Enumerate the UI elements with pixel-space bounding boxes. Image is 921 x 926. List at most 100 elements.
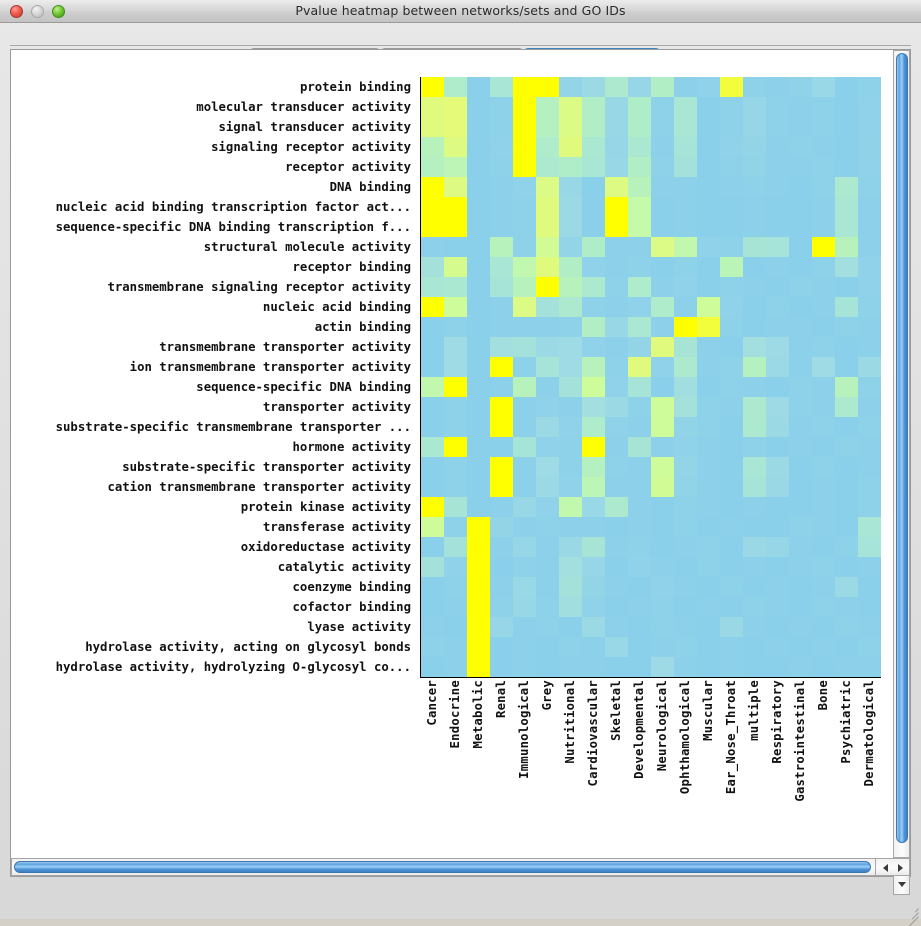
heatmap-cell[interactable] (651, 257, 674, 277)
heatmap-cell[interactable] (651, 177, 674, 197)
heatmap-cell[interactable] (835, 577, 858, 597)
heatmap-cell[interactable] (444, 317, 467, 337)
heatmap-cell[interactable] (651, 617, 674, 637)
heatmap-cell[interactable] (490, 497, 513, 517)
heatmap-cell[interactable] (766, 397, 789, 417)
heatmap-cell[interactable] (605, 97, 628, 117)
heatmap-cell[interactable] (536, 417, 559, 437)
heatmap-cell[interactable] (421, 557, 444, 577)
heatmap-cell[interactable] (536, 177, 559, 197)
heatmap-cell[interactable] (582, 617, 605, 637)
heatmap-cell[interactable] (628, 397, 651, 417)
heatmap-cell[interactable] (536, 257, 559, 277)
heatmap-cell[interactable] (674, 197, 697, 217)
heatmap-cell[interactable] (651, 237, 674, 257)
heatmap-cell[interactable] (513, 237, 536, 257)
heatmap-cell[interactable] (467, 617, 490, 637)
heatmap-cell[interactable] (444, 277, 467, 297)
heatmap-cell[interactable] (674, 297, 697, 317)
heatmap-cell[interactable] (421, 537, 444, 557)
heatmap-cell[interactable] (766, 577, 789, 597)
heatmap-cell[interactable] (490, 137, 513, 157)
heatmap-cell[interactable] (674, 317, 697, 337)
heatmap-cell[interactable] (697, 357, 720, 377)
heatmap-cell[interactable] (812, 577, 835, 597)
heatmap-cell[interactable] (812, 517, 835, 537)
heatmap-cell[interactable] (628, 657, 651, 677)
heatmap-cell[interactable] (490, 317, 513, 337)
heatmap-cell[interactable] (720, 217, 743, 237)
heatmap-cell[interactable] (720, 477, 743, 497)
heatmap-cell[interactable] (444, 237, 467, 257)
heatmap-cell[interactable] (628, 617, 651, 637)
heatmap-cell[interactable] (835, 317, 858, 337)
heatmap-cell[interactable] (444, 157, 467, 177)
heatmap-cell[interactable] (444, 437, 467, 457)
heatmap-cell[interactable] (835, 477, 858, 497)
heatmap-cell[interactable] (559, 617, 582, 637)
heatmap-cell[interactable] (812, 237, 835, 257)
heatmap-cell[interactable] (444, 197, 467, 217)
heatmap-cell[interactable] (559, 137, 582, 157)
heatmap-cell[interactable] (835, 657, 858, 677)
heatmap-cell[interactable] (743, 417, 766, 437)
heatmap-cell[interactable] (513, 197, 536, 217)
heatmap-cell[interactable] (789, 317, 812, 337)
heatmap-cell[interactable] (835, 157, 858, 177)
heatmap-cell[interactable] (421, 417, 444, 437)
heatmap-cell[interactable] (513, 397, 536, 417)
heatmap-cell[interactable] (536, 357, 559, 377)
heatmap-cell[interactable] (582, 397, 605, 417)
heatmap-cell[interactable] (628, 117, 651, 137)
heatmap-cell[interactable] (444, 77, 467, 97)
heatmap-cell[interactable] (559, 77, 582, 97)
heatmap-cell[interactable] (674, 457, 697, 477)
heatmap-cell[interactable] (605, 577, 628, 597)
heatmap-cell[interactable] (812, 157, 835, 177)
heatmap-cell[interactable] (835, 537, 858, 557)
heatmap-cell[interactable] (674, 277, 697, 297)
heatmap-cell[interactable] (720, 117, 743, 137)
heatmap-cell[interactable] (536, 537, 559, 557)
heatmap-cell[interactable] (743, 397, 766, 417)
heatmap-cell[interactable] (651, 217, 674, 237)
heatmap-cell[interactable] (720, 457, 743, 477)
heatmap-cell[interactable] (858, 477, 881, 497)
heatmap-cell[interactable] (697, 597, 720, 617)
heatmap-cell[interactable] (536, 137, 559, 157)
heatmap-cell[interactable] (582, 157, 605, 177)
heatmap-cell[interactable] (582, 497, 605, 517)
heatmap-cell[interactable] (559, 157, 582, 177)
heatmap-cell[interactable] (490, 417, 513, 437)
heatmap-cell[interactable] (674, 77, 697, 97)
heatmap-cell[interactable] (766, 517, 789, 537)
heatmap-cell[interactable] (628, 237, 651, 257)
heatmap-cell[interactable] (674, 477, 697, 497)
heatmap-cell[interactable] (444, 577, 467, 597)
heatmap-cell[interactable] (720, 577, 743, 597)
heatmap-cell[interactable] (697, 297, 720, 317)
heatmap-cell[interactable] (421, 637, 444, 657)
heatmap-cell[interactable] (628, 177, 651, 197)
heatmap-cell[interactable] (582, 317, 605, 337)
heatmap-cell[interactable] (835, 177, 858, 197)
heatmap-cell[interactable] (812, 277, 835, 297)
heatmap-cell[interactable] (559, 277, 582, 297)
heatmap-cell[interactable] (697, 557, 720, 577)
heatmap-cell[interactable] (559, 537, 582, 557)
heatmap-cell[interactable] (513, 497, 536, 517)
heatmap-cell[interactable] (789, 77, 812, 97)
heatmap-cell[interactable] (697, 657, 720, 677)
heatmap-cell[interactable] (582, 437, 605, 457)
heatmap-cell[interactable] (697, 437, 720, 457)
heatmap-cell[interactable] (582, 137, 605, 157)
heatmap-cell[interactable] (628, 97, 651, 117)
heatmap-cell[interactable] (812, 557, 835, 577)
heatmap-cell[interactable] (743, 337, 766, 357)
heatmap-cell[interactable] (674, 337, 697, 357)
heatmap-cell[interactable] (720, 197, 743, 217)
heatmap-cell[interactable] (628, 157, 651, 177)
heatmap-cell[interactable] (651, 417, 674, 437)
heatmap-cell[interactable] (858, 97, 881, 117)
heatmap-cell[interactable] (467, 517, 490, 537)
